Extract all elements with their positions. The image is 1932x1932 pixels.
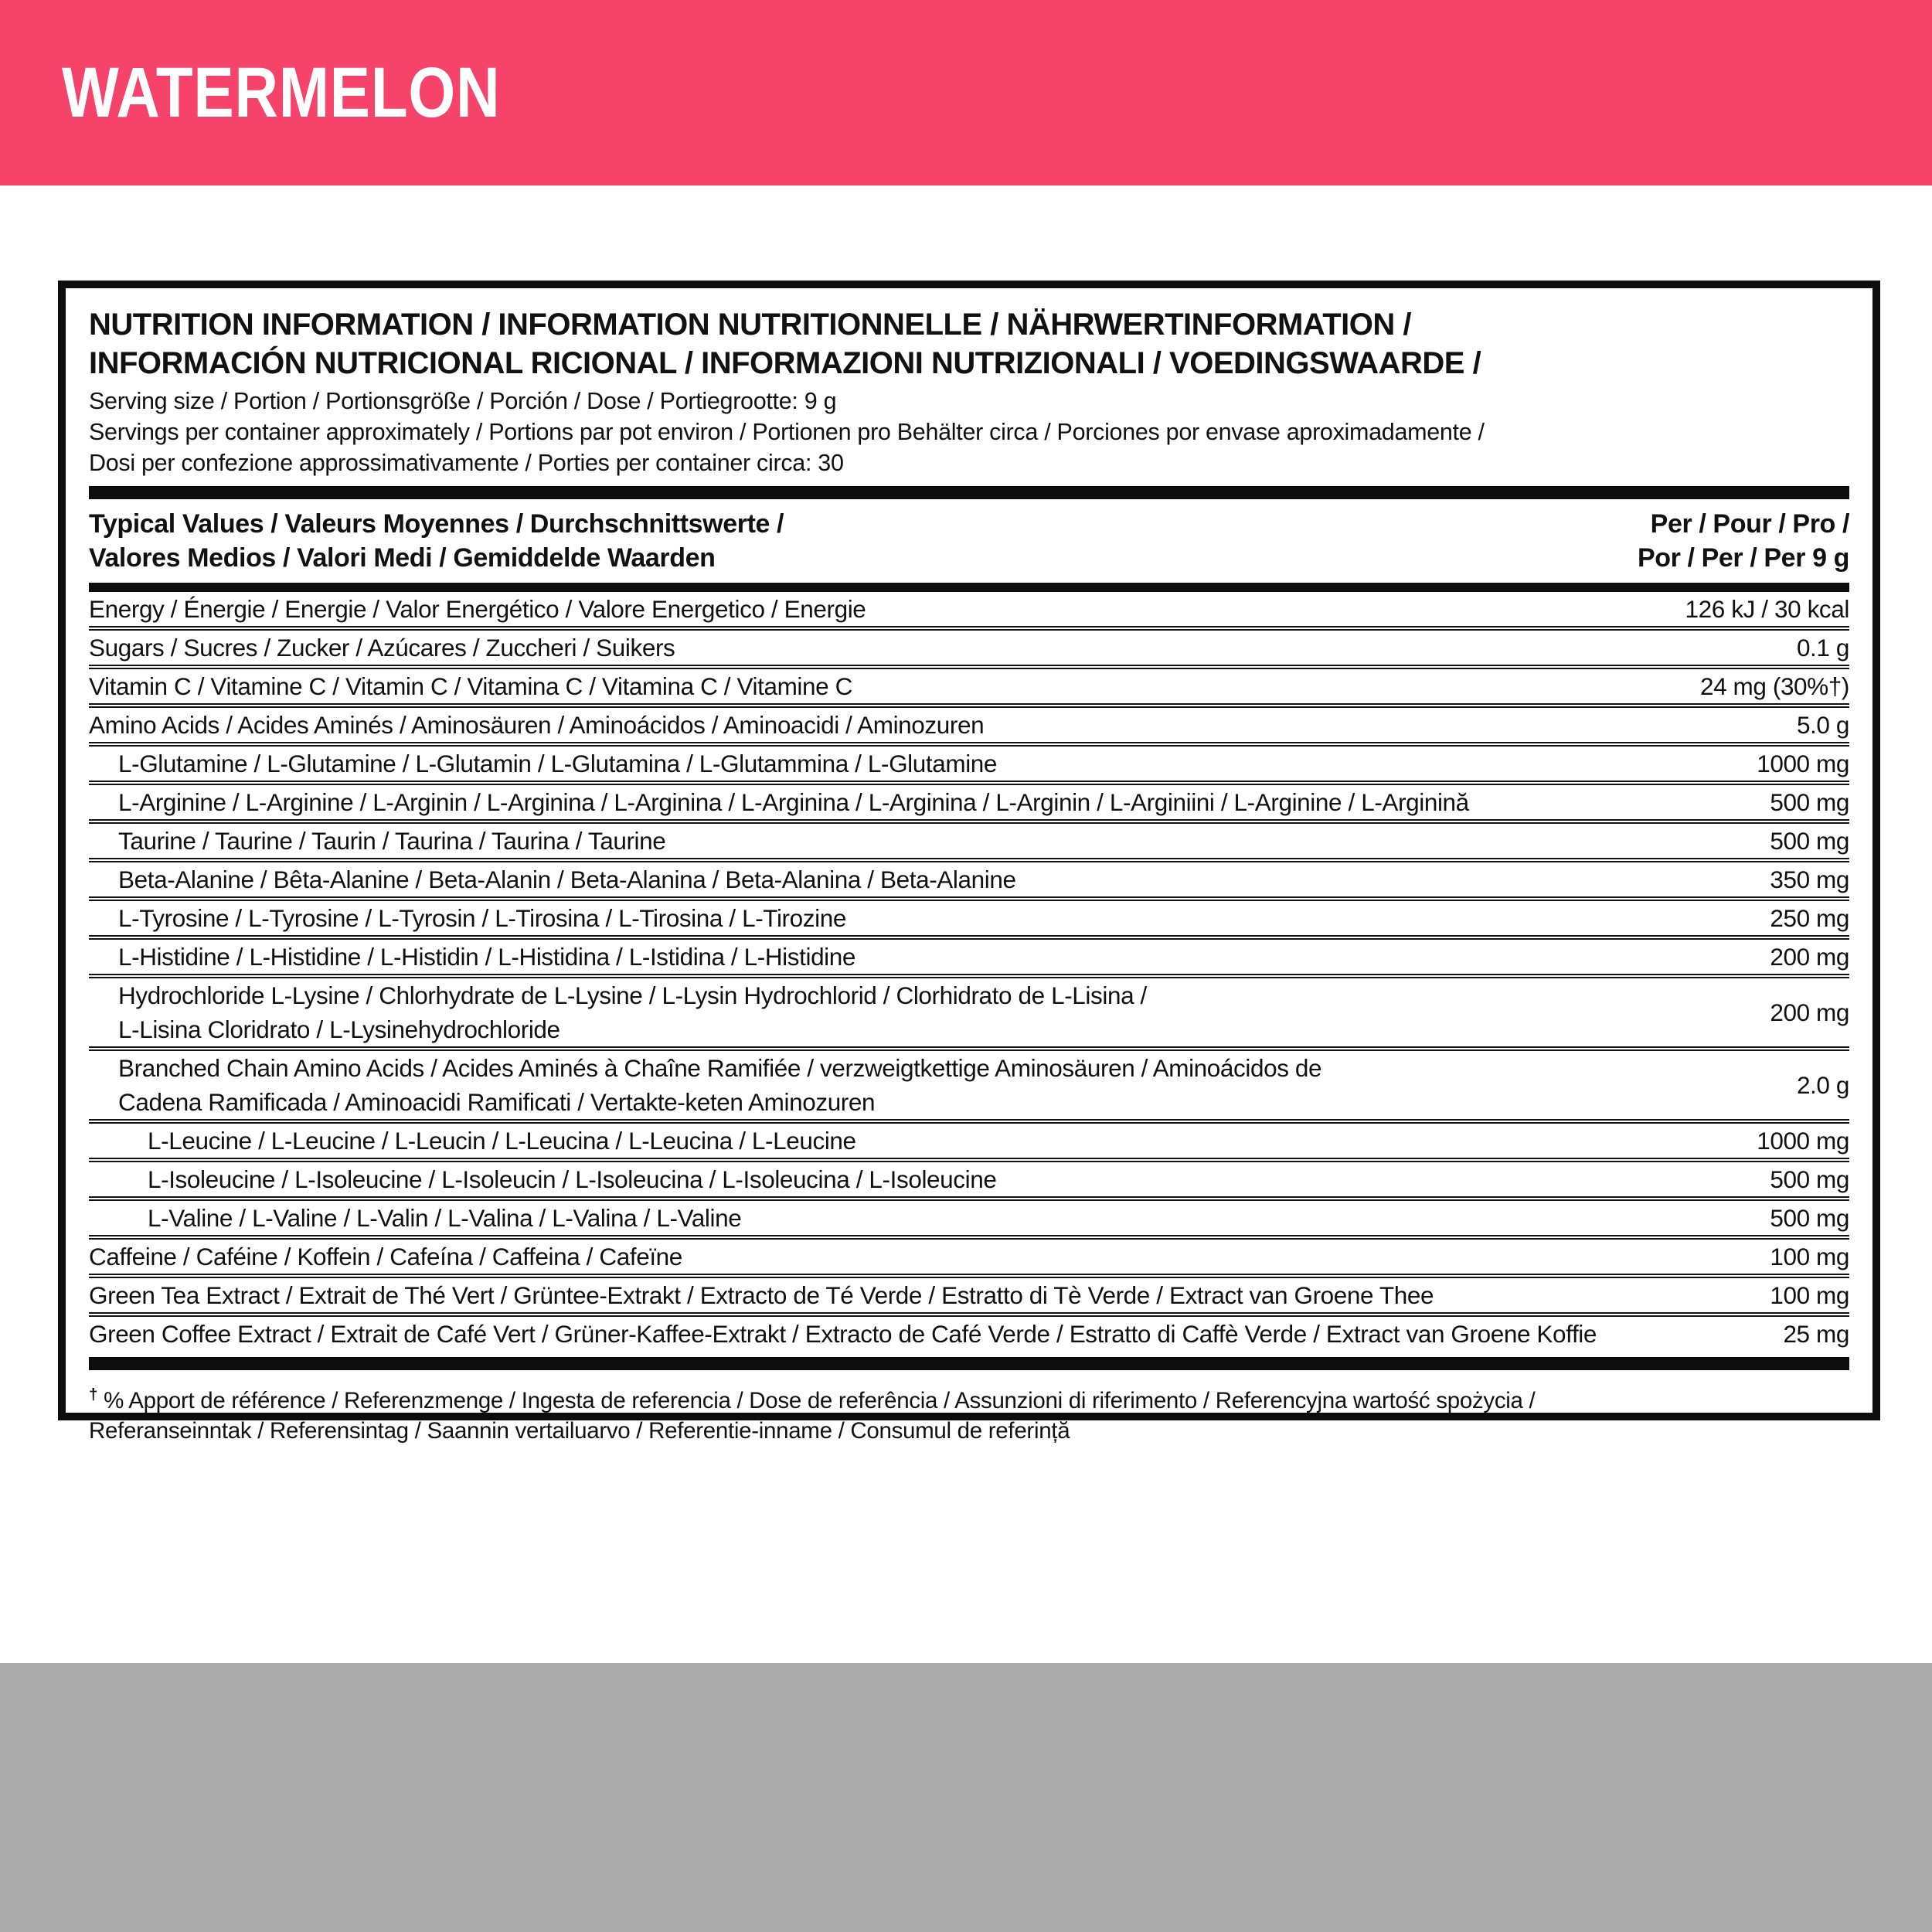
row-label: L-Arginine / L-Arginine / L-Arginin / L-… bbox=[118, 788, 1469, 816]
row-value: 500 mg bbox=[1770, 787, 1849, 816]
row-label: Caffeine / Caféine / Koffein / Cafeína /… bbox=[89, 1243, 682, 1270]
row-value: 1000 mg bbox=[1757, 1126, 1849, 1155]
table-row: L-Glutamine / L-Glutamine / L-Glutamin /… bbox=[89, 747, 1849, 785]
row-value: 0.1 g bbox=[1796, 633, 1849, 662]
flavor-banner: WATERMELON bbox=[0, 0, 1932, 185]
table-row: L-Isoleucine / L-Isoleucine / L-Isoleuci… bbox=[89, 1162, 1849, 1201]
divider-bar-top bbox=[89, 486, 1849, 499]
table-row: Hydrochloride L-Lysine / Chlorhydrate de… bbox=[89, 978, 1849, 1051]
row-value: 500 mg bbox=[1770, 826, 1849, 855]
table-row: Vitamin C / Vitamine C / Vitamin C / Vit… bbox=[89, 669, 1849, 708]
table-row: L-Leucine / L-Leucine / L-Leucin / L-Leu… bbox=[89, 1124, 1849, 1162]
row-value: 1000 mg bbox=[1757, 749, 1849, 777]
row-label: Branched Chain Amino Acids / Acides Amin… bbox=[118, 1054, 1322, 1116]
table-row: L-Arginine / L-Arginine / L-Arginin / L-… bbox=[89, 785, 1849, 824]
row-label: Green Coffee Extract / Extrait de Café V… bbox=[89, 1320, 1597, 1348]
table-row: L-Valine / L-Valine / L-Valin / L-Valina… bbox=[89, 1201, 1849, 1240]
row-value: 200 mg bbox=[1770, 998, 1849, 1026]
nutrition-rows: Energy / Énergie / Energie / Valor Energ… bbox=[89, 592, 1849, 1351]
row-label: L-Histidine / L-Histidine / L-Histidin /… bbox=[118, 943, 856, 971]
row-value: 500 mg bbox=[1770, 1165, 1849, 1193]
table-row: Green Tea Extract / Extrait de Thé Vert … bbox=[89, 1278, 1849, 1317]
row-value: 100 mg bbox=[1770, 1242, 1849, 1270]
row-value: 126 kJ / 30 kcal bbox=[1685, 594, 1850, 623]
nutrition-panel: NUTRITION INFORMATION / INFORMATION NUTR… bbox=[58, 281, 1880, 1444]
row-label: Hydrochloride L-Lysine / Chlorhydrate de… bbox=[118, 981, 1147, 1043]
row-value: 200 mg bbox=[1770, 942, 1849, 971]
row-label: Green Tea Extract / Extrait de Thé Vert … bbox=[89, 1281, 1434, 1309]
panel-title-line1: NUTRITION INFORMATION / INFORMATION NUTR… bbox=[89, 308, 1412, 342]
table-row: Branched Chain Amino Acids / Acides Amin… bbox=[89, 1051, 1849, 1124]
row-value: 24 mg (30%†) bbox=[1699, 672, 1849, 700]
row-label: Beta-Alanine / Bêta-Alanine / Beta-Alani… bbox=[118, 866, 1016, 893]
row-label: Taurine / Taurine / Taurin / Taurina / T… bbox=[118, 827, 666, 855]
serving-size-line: Serving size / Portion / Portionsgröße /… bbox=[89, 388, 837, 414]
row-value: 500 mg bbox=[1770, 1203, 1849, 1232]
footnote: † % Apport de référence / Referenzmenge … bbox=[89, 1379, 1849, 1446]
row-label: L-Leucine / L-Leucine / L-Leucin / L-Leu… bbox=[148, 1127, 856, 1155]
column-header-row: Typical Values / Valeurs Moyennes / Durc… bbox=[89, 507, 1849, 575]
table-row: L-Histidine / L-Histidine / L-Histidin /… bbox=[89, 940, 1849, 978]
table-row: Energy / Énergie / Energie / Valor Energ… bbox=[89, 592, 1849, 631]
row-label: Amino Acids / Acides Aminés / Aminosäure… bbox=[89, 711, 985, 739]
panel-title-line2: INFORMACIÓN NUTRICIONAL RICIONAL / INFOR… bbox=[89, 346, 1481, 380]
row-label: L-Tyrosine / L-Tyrosine / L-Tyrosin / L-… bbox=[118, 904, 846, 932]
row-label: Vitamin C / Vitamine C / Vitamin C / Vit… bbox=[89, 672, 852, 700]
table-row: Green Coffee Extract / Extrait de Café V… bbox=[89, 1317, 1849, 1351]
row-value: 2.0 g bbox=[1796, 1070, 1849, 1099]
servings-per-container-line2: Dosi per confezione approssimativamente … bbox=[89, 450, 844, 476]
row-value: 25 mg bbox=[1783, 1319, 1849, 1348]
divider-bar-bottom bbox=[89, 1357, 1849, 1370]
row-label: L-Isoleucine / L-Isoleucine / L-Isoleuci… bbox=[148, 1165, 997, 1193]
table-row: Amino Acids / Acides Aminés / Aminosäure… bbox=[89, 708, 1849, 747]
row-value: 100 mg bbox=[1770, 1281, 1849, 1309]
table-row: Taurine / Taurine / Taurin / Taurina / T… bbox=[89, 824, 1849, 862]
bottom-gray-bar bbox=[0, 1663, 1932, 1932]
row-value: 5.0 g bbox=[1796, 710, 1849, 739]
panel-title: NUTRITION INFORMATION / INFORMATION NUTR… bbox=[89, 305, 1849, 383]
per-serving-label: Per / Pour / Pro / Por / Per / Per 9 g bbox=[1638, 509, 1849, 573]
footnote-line1: † % Apport de référence / Referenzmenge … bbox=[89, 1386, 1536, 1413]
row-label: Energy / Énergie / Energie / Valor Energ… bbox=[89, 595, 866, 623]
row-value: 250 mg bbox=[1770, 903, 1849, 932]
serving-info: Serving size / Portion / Portionsgröße /… bbox=[89, 386, 1849, 478]
table-row: Sugars / Sucres / Zucker / Azúcares / Zu… bbox=[89, 631, 1849, 669]
row-label: L-Glutamine / L-Glutamine / L-Glutamin /… bbox=[118, 750, 998, 777]
row-value: 350 mg bbox=[1770, 865, 1849, 893]
row-label: Sugars / Sucres / Zucker / Azúcares / Zu… bbox=[89, 634, 675, 662]
table-row: Beta-Alanine / Bêta-Alanine / Beta-Alani… bbox=[89, 862, 1849, 901]
flavor-title: WATERMELON bbox=[62, 53, 501, 132]
typical-values-label: Typical Values / Valeurs Moyennes / Durc… bbox=[89, 509, 784, 573]
table-row: Caffeine / Caféine / Koffein / Cafeína /… bbox=[89, 1240, 1849, 1278]
row-label: L-Valine / L-Valine / L-Valin / L-Valina… bbox=[148, 1204, 742, 1232]
servings-per-container-line1: Servings per container approximately / P… bbox=[89, 419, 1485, 445]
divider-bar-header bbox=[89, 583, 1849, 592]
table-row: L-Tyrosine / L-Tyrosine / L-Tyrosin / L-… bbox=[89, 901, 1849, 940]
dagger-symbol: † bbox=[89, 1386, 98, 1403]
footnote-line2: Referanseinntak / Referensintag / Saanni… bbox=[89, 1417, 1070, 1444]
